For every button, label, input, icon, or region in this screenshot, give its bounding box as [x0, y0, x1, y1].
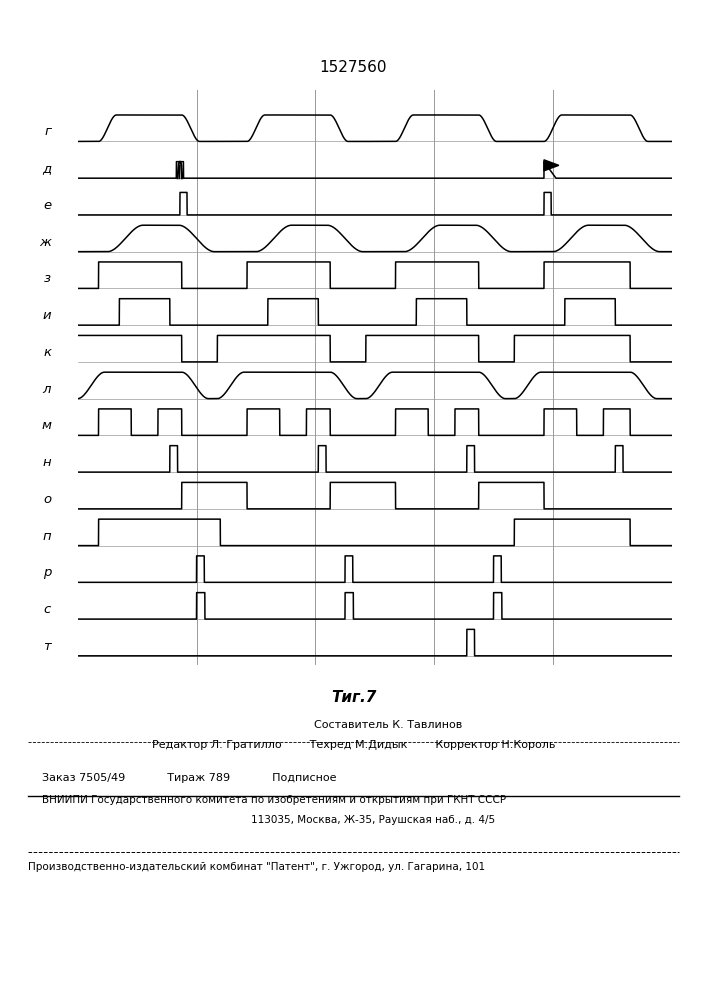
Text: р: р — [42, 566, 51, 579]
Text: Составитель К. Тавлинов: Составитель К. Тавлинов — [245, 720, 462, 730]
Text: г: г — [44, 125, 51, 138]
Text: 113035, Москва, Ж-35, Раушская наб., д. 4/5: 113035, Москва, Ж-35, Раушская наб., д. … — [212, 815, 495, 825]
Text: с: с — [44, 603, 51, 616]
Text: ВНИИПИ Государственного комитета по изобретениям и открытиям при ГКНТ СССР: ВНИИПИ Государственного комитета по изоб… — [42, 795, 506, 805]
Text: о: о — [43, 493, 51, 506]
Polygon shape — [544, 160, 559, 171]
Text: Τиг.7: Τиг.7 — [331, 690, 376, 706]
Text: е: е — [43, 199, 51, 212]
Text: Редактор Л. Гратилло        Техред М.Дидык        Корректор Н.Король: Редактор Л. Гратилло Техред М.Дидык Корр… — [152, 740, 555, 750]
Text: Заказ 7505/49            Тираж 789            Подписное: Заказ 7505/49 Тираж 789 Подписное — [42, 773, 337, 783]
Text: ж: ж — [39, 236, 51, 249]
Text: 1527560: 1527560 — [320, 60, 387, 75]
Text: м: м — [41, 419, 51, 432]
Text: Производственно-издательский комбинат "Патент", г. Ужгород, ул. Гагарина, 101: Производственно-издательский комбинат "П… — [28, 862, 486, 872]
Text: н: н — [42, 456, 51, 469]
Text: и: и — [42, 309, 51, 322]
Text: з: з — [44, 272, 51, 285]
Text: т: т — [43, 640, 51, 653]
Text: к: к — [43, 346, 51, 359]
Text: л: л — [42, 383, 51, 396]
Text: п: п — [42, 530, 51, 543]
Text: д: д — [42, 162, 51, 175]
